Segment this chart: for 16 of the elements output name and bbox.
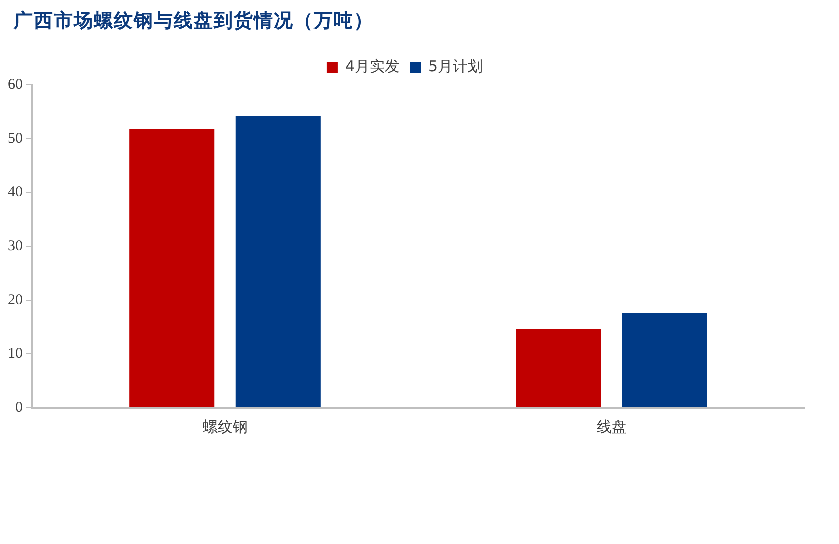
legend-label: 4月实发 xyxy=(345,57,400,76)
y-tick-label: 20 xyxy=(8,292,23,308)
y-tick-label: 30 xyxy=(8,238,23,254)
y-tick-label: 0 xyxy=(16,400,23,416)
legend-label: 5月计划 xyxy=(428,57,484,76)
bar xyxy=(516,329,602,408)
y-tick-label: 60 xyxy=(8,76,23,93)
y-tick-label: 40 xyxy=(8,184,23,201)
bar xyxy=(622,313,708,408)
x-tick-label: 螺纹钢 xyxy=(202,418,248,436)
chart-title: 广西市场螺纹钢与线盘到货情况（万吨） xyxy=(14,9,374,34)
bar xyxy=(130,129,215,408)
bar xyxy=(236,116,321,408)
y-tick-label: 50 xyxy=(8,130,23,147)
y-tick-label: 10 xyxy=(8,346,23,362)
x-tick-label: 线盘 xyxy=(596,418,627,436)
